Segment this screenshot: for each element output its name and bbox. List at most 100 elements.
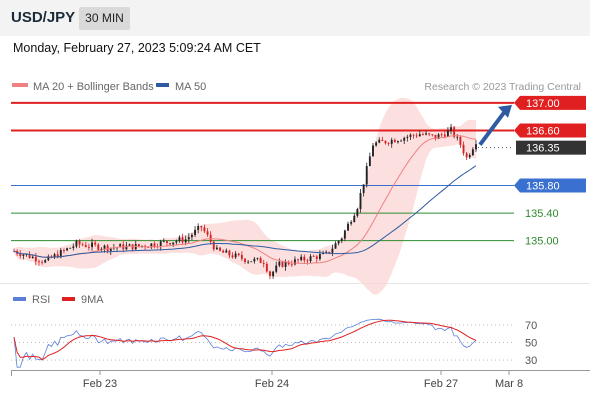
- candle-body: [203, 227, 206, 232]
- candle-body: [106, 245, 109, 251]
- candle-body: [293, 259, 296, 265]
- candle-body: [334, 243, 337, 249]
- candle-body: [62, 250, 65, 251]
- candle-body: [434, 134, 437, 139]
- candle-body: [468, 155, 471, 158]
- candle-body: [119, 244, 122, 248]
- candle-body: [94, 242, 97, 245]
- x-tick-label: Feb 24: [255, 378, 289, 390]
- candle-body: [325, 251, 328, 253]
- forecast-arrow: [478, 104, 512, 146]
- timeframe-badge[interactable]: 30 MIN: [79, 7, 130, 30]
- level-label-135.40: 135.40: [525, 208, 559, 220]
- candle-body: [303, 256, 306, 261]
- candle-body: [219, 247, 221, 251]
- candle-body: [462, 144, 465, 154]
- level-tag-137.00: [514, 95, 586, 110]
- candle-body: [228, 250, 231, 256]
- candle-body: [265, 263, 268, 272]
- level-label-135.80: 135.80: [526, 181, 560, 193]
- candle-body: [418, 134, 421, 137]
- candle-body: [397, 141, 399, 143]
- level-tag-135.80: [514, 178, 586, 193]
- legend-label-ma20: MA 20 + Bollinger Bands: [33, 81, 154, 93]
- x-tick-label: Feb 27: [424, 378, 458, 390]
- candle-body: [128, 244, 131, 246]
- candle-body: [38, 261, 40, 263]
- candle-body: [400, 140, 403, 142]
- candle-body: [84, 245, 87, 247]
- candle-body: [337, 240, 340, 244]
- candle-body: [175, 241, 178, 243]
- candle-body: [91, 242, 93, 248]
- candle-body: [415, 135, 418, 137]
- candle-body: [87, 246, 90, 248]
- candle-body: [315, 256, 318, 259]
- candle-body: [150, 243, 153, 248]
- candle-body: [343, 230, 346, 239]
- x-axis: Feb 23 Feb 24 Feb 27 Mar 8: [83, 370, 523, 390]
- candle-body: [331, 248, 334, 253]
- candle-body: [247, 261, 250, 263]
- support-resistance-levels: [11, 101, 514, 242]
- candle-body: [428, 133, 431, 135]
- source-credit: Research © 2023 Trading Central: [424, 81, 581, 93]
- candle-body: [353, 215, 356, 223]
- candle-body: [362, 184, 365, 193]
- candle-body: [475, 144, 477, 150]
- level-label-137.00: 137.00: [526, 98, 560, 110]
- candle-body: [309, 256, 312, 262]
- candle-body: [222, 250, 225, 253]
- candle-body: [453, 127, 456, 137]
- header-bar: USD/JPY 30 MIN: [0, 0, 590, 36]
- forecast-arrow-head: [498, 104, 512, 118]
- candle-body: [262, 262, 265, 264]
- candle-body: [125, 245, 128, 250]
- candle-body: [300, 256, 303, 261]
- candle-body: [450, 127, 452, 131]
- legend-label-9ma: 9MA: [81, 294, 104, 306]
- candle-body: [409, 134, 412, 137]
- candle-body: [269, 271, 271, 277]
- candle-body: [75, 240, 78, 247]
- candle-body: [184, 239, 187, 243]
- bollinger-band: [14, 97, 476, 295]
- candle-body: [178, 237, 181, 242]
- candle-body: [237, 253, 240, 255]
- candle-body: [69, 247, 72, 249]
- candle-body: [66, 248, 69, 251]
- candle-body: [206, 231, 209, 235]
- candle-body: [459, 136, 462, 145]
- candle-body: [256, 258, 259, 259]
- candle-body: [250, 261, 253, 263]
- candle-body: [272, 271, 275, 277]
- datetime-label: Monday, February 27, 2023 5:09:24 AM CET: [13, 41, 261, 55]
- candle-body: [187, 237, 190, 240]
- legend-label-rsi: RSI: [32, 294, 50, 306]
- candle-body: [169, 243, 172, 245]
- candle-body: [22, 254, 25, 256]
- legend-label-ma50: MA 50: [175, 81, 206, 93]
- candle-body: [425, 133, 428, 135]
- x-tick-label: Mar 8: [495, 378, 523, 390]
- candle-body: [275, 265, 278, 272]
- candle-body: [28, 254, 31, 258]
- candle-body: [328, 251, 331, 253]
- legend-swatch-rsi: [13, 297, 26, 301]
- candle-body: [59, 250, 62, 258]
- legend-swatch-ma20: [12, 83, 28, 87]
- candle-body: [259, 258, 262, 263]
- candle-body: [365, 166, 368, 185]
- candle-body: [81, 244, 84, 246]
- candle-body: [234, 253, 237, 258]
- candle-body: [440, 134, 443, 136]
- level-tag-136.60: [514, 123, 586, 138]
- candle-body: [194, 229, 197, 235]
- candle-body: [159, 241, 162, 247]
- candle-body: [47, 256, 50, 261]
- candle-body: [72, 246, 75, 248]
- candle-body: [284, 261, 287, 267]
- candle-body: [240, 254, 243, 259]
- candle-body: [372, 145, 374, 157]
- candle-body: [147, 247, 150, 248]
